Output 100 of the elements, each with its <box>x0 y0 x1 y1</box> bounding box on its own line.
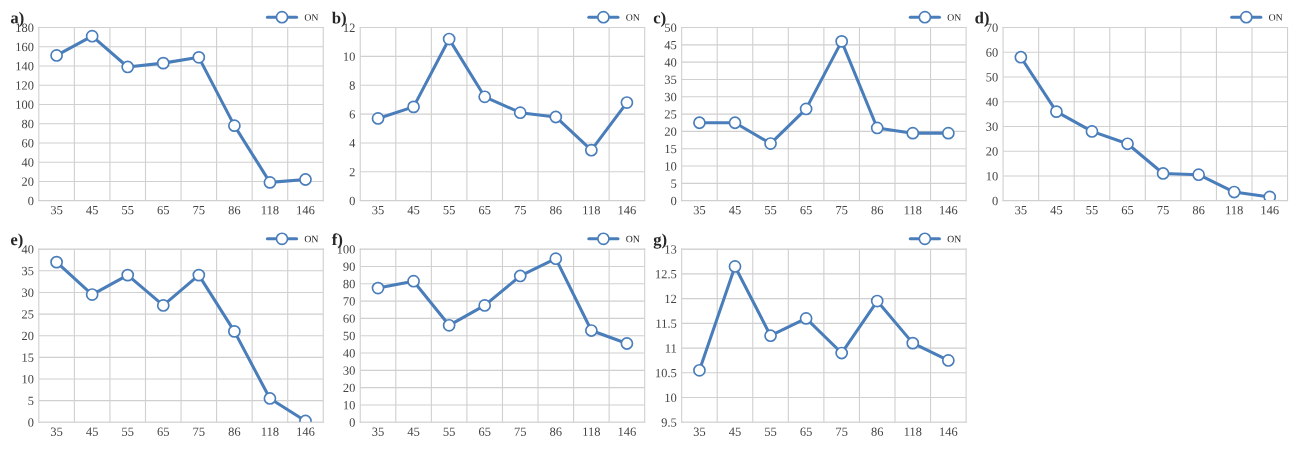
y-tick-label: 50 <box>343 331 355 341</box>
y-tick-label: 0 <box>28 418 34 427</box>
point <box>584 324 598 337</box>
point <box>799 102 813 116</box>
point <box>121 60 135 74</box>
point <box>693 116 706 130</box>
y-tick-label: 8 <box>349 81 355 90</box>
x-tick-label: 146 <box>297 427 315 436</box>
y-tick-label: 30 <box>664 92 677 102</box>
y-tick-label: 60 <box>986 48 998 57</box>
x-tick-label: 45 <box>86 427 98 436</box>
x-tick-label: 65 <box>478 205 491 215</box>
point <box>513 269 527 283</box>
x-tick-label: 65 <box>157 205 170 215</box>
y-tick-label: 40 <box>664 58 677 67</box>
point <box>85 29 99 43</box>
point <box>442 32 456 46</box>
point <box>941 126 955 140</box>
point <box>1121 137 1134 151</box>
chart-title: b) <box>332 11 346 27</box>
y-tick-label: 10 <box>665 393 677 403</box>
x-tick-label: 45 <box>728 205 741 215</box>
y-tick-label: 10 <box>665 162 677 171</box>
x-tick-label: 35 <box>50 205 63 215</box>
x-tick-label: 55 <box>443 206 455 215</box>
y-tick-label: 160 <box>16 42 34 52</box>
y-tick-label: 50 <box>986 73 998 82</box>
point <box>1263 190 1277 201</box>
y-tick-label: 0 <box>349 196 355 206</box>
x-tick-label: 118 <box>904 427 922 436</box>
x-tick-label: 118 <box>583 427 601 436</box>
x-tick-label: 75 <box>514 206 526 215</box>
y-tick-label: 35 <box>22 266 34 276</box>
y-tick-label: 50 <box>665 23 677 32</box>
x-tick-label: 118 <box>261 205 279 215</box>
x-tick-label: 118 <box>1226 205 1243 215</box>
y-tick-label: 4 <box>349 139 356 148</box>
point <box>192 268 206 282</box>
y-tick-label: 12 <box>665 294 677 303</box>
y-tick-label: 90 <box>343 262 355 271</box>
legend-label: ON <box>304 235 319 243</box>
point <box>835 35 849 48</box>
legend-label: ON <box>626 14 640 21</box>
x-tick-label: 35 <box>693 205 706 215</box>
x-tick-label: 45 <box>407 205 420 215</box>
point <box>941 354 955 367</box>
x-tick-label: 75 <box>1157 206 1169 215</box>
x-tick-label: 45 <box>1050 205 1063 215</box>
point <box>764 137 777 150</box>
point <box>263 392 277 405</box>
x-tick-label: 55 <box>122 206 134 215</box>
legend-label: ON <box>947 14 962 21</box>
x-tick-label: 45 <box>86 205 98 215</box>
x-tick-label: 86 <box>228 205 241 215</box>
y-tick-label: 45 <box>664 40 677 50</box>
y-tick-label: 60 <box>22 138 34 148</box>
y-tick-label: 11 <box>665 344 677 353</box>
point <box>620 337 634 350</box>
x-tick-label: 75 <box>193 206 205 215</box>
point <box>1014 50 1028 64</box>
x-tick-label: 65 <box>157 427 170 436</box>
y-tick-label: 20 <box>664 127 677 136</box>
y-tick-label: 10 <box>343 52 355 61</box>
y-tick-label: 20 <box>22 177 34 186</box>
point <box>227 324 241 338</box>
x-tick-label: 35 <box>1015 205 1027 215</box>
point <box>478 90 492 104</box>
y-tick-label: 10 <box>343 400 355 410</box>
x-tick-label: 65 <box>478 427 491 436</box>
y-tick-label: 0 <box>992 196 998 206</box>
point <box>442 318 456 332</box>
point <box>620 96 634 109</box>
x-tick-label: 55 <box>765 427 777 436</box>
x-tick-label: 65 <box>800 427 812 436</box>
x-tick-label: 86 <box>871 427 884 436</box>
y-tick-label: 9.5 <box>661 418 677 427</box>
y-tick-label: 5 <box>671 179 677 188</box>
point <box>407 274 420 288</box>
point <box>121 268 135 282</box>
y-tick-label: 60 <box>343 314 355 323</box>
x-tick-label: 65 <box>800 205 812 215</box>
y-tick-label: 40 <box>21 158 34 167</box>
x-tick-label: 65 <box>1121 205 1134 215</box>
y-tick-label: 6 <box>349 110 356 119</box>
point <box>870 294 884 308</box>
y-tick-label: 12 <box>343 23 355 32</box>
point <box>835 346 849 360</box>
y-tick-label: 2 <box>349 167 355 177</box>
y-tick-label: 10.5 <box>656 368 677 378</box>
x-tick-label: 55 <box>122 427 134 436</box>
point <box>407 100 420 114</box>
legend-label: ON <box>947 235 962 243</box>
point <box>50 255 63 269</box>
point <box>906 336 920 350</box>
legend-label: ON <box>304 14 319 21</box>
x-tick-label: 86 <box>1192 205 1205 215</box>
x-tick-label: 118 <box>904 205 922 215</box>
y-tick-label: 12.5 <box>656 269 677 279</box>
point <box>1085 125 1099 138</box>
y-tick-label: 80 <box>21 119 34 129</box>
